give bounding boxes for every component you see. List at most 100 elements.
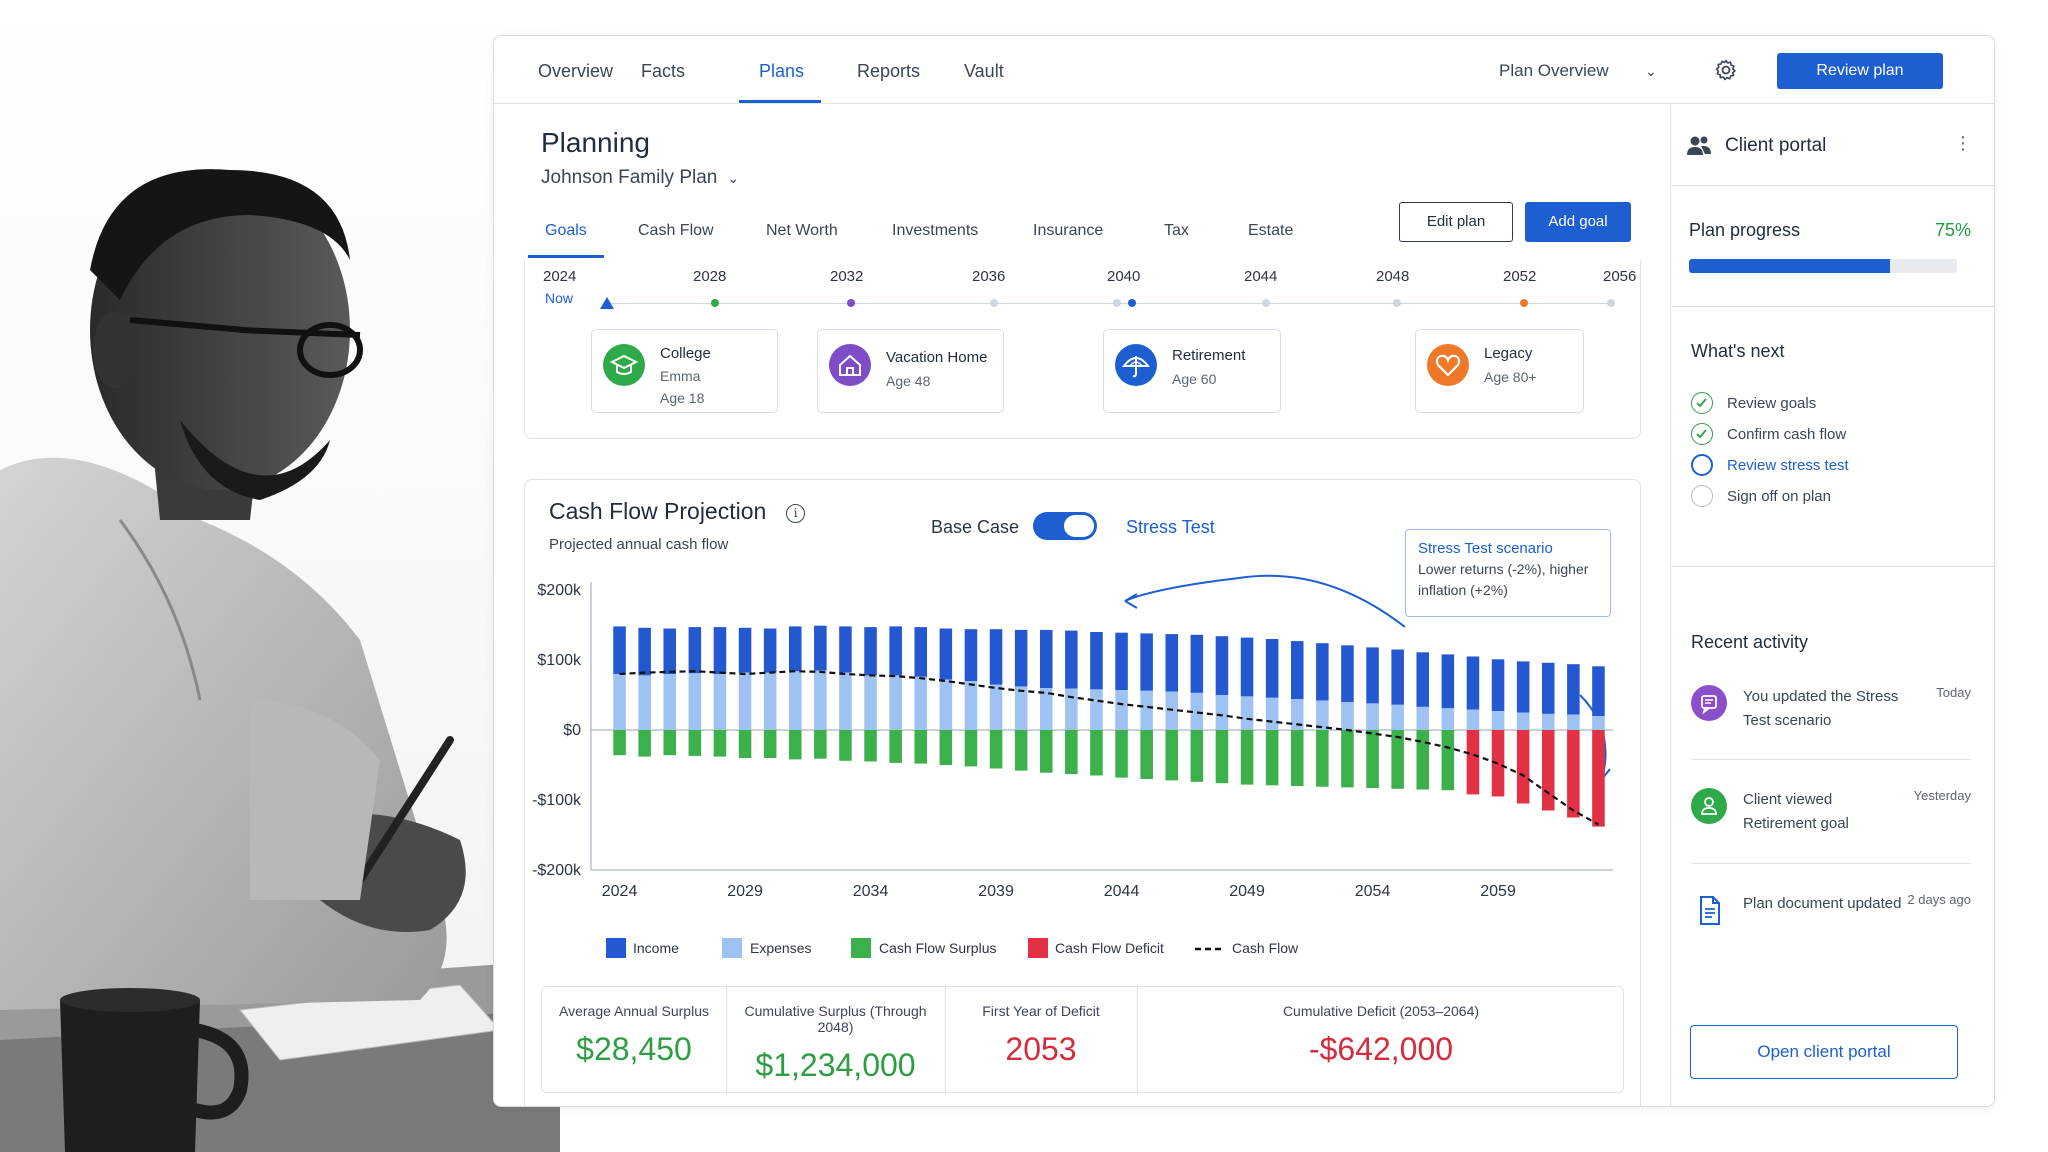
open-client-portal-button[interactable]: Open client portal bbox=[1690, 1025, 1958, 1079]
more-options-icon[interactable]: ⋮ bbox=[1954, 133, 1972, 153]
timeline-tick bbox=[1607, 299, 1615, 307]
toggle-knob bbox=[1064, 515, 1094, 537]
goal-card-retirement[interactable]: Retirement Age 60 bbox=[1103, 329, 1281, 413]
timeline-year: 2040 bbox=[1107, 268, 1141, 285]
surplus-bar bbox=[914, 730, 928, 764]
deficit-bar bbox=[1541, 730, 1555, 811]
add-goal-button[interactable]: Add goal bbox=[1525, 202, 1631, 242]
cash-flow-chart: $200k $100k $0 -$100k -$200k 2024 2029 2034 2039… bbox=[532, 574, 1613, 900]
goal-name: Legacy bbox=[1484, 345, 1533, 362]
stat-average-surplus: Average Annual Surplus $28,450 bbox=[542, 987, 726, 1094]
expenses-bar bbox=[1039, 688, 1053, 730]
legend-deficit: Cash Flow Deficit bbox=[1055, 940, 1164, 956]
surplus-bar bbox=[1341, 730, 1354, 788]
income-bar bbox=[713, 627, 727, 674]
y-tick-label: -$200k bbox=[532, 862, 582, 879]
vacation-home-marker bbox=[847, 299, 855, 307]
page-title: Planning bbox=[541, 127, 650, 158]
stat-label: Average Annual Surplus bbox=[559, 1003, 709, 1019]
edit-plan-button[interactable]: Edit plan bbox=[1399, 202, 1513, 242]
gear-icon[interactable] bbox=[1714, 58, 1738, 82]
check-circle-icon bbox=[1691, 423, 1713, 445]
graduation-cap-icon bbox=[603, 344, 645, 386]
planning-main: Planning Johnson Family Plan ⌄ Goals Cash… bbox=[494, 105, 1670, 1106]
activity-time: Yesterday bbox=[1913, 788, 1971, 803]
deficit-bar bbox=[1516, 730, 1530, 804]
legend-swatch-income bbox=[606, 938, 626, 958]
goal-card-college[interactable]: College Emma Age 18 bbox=[591, 329, 778, 413]
tab-cash-flow[interactable]: Cash Flow bbox=[638, 222, 714, 239]
tab-insurance[interactable]: Insurance bbox=[1033, 222, 1104, 239]
deficit-bar bbox=[1592, 730, 1605, 827]
info-icon[interactable]: i bbox=[786, 504, 805, 523]
stat-label: First Year of Deficit bbox=[982, 1003, 1100, 1019]
whats-next: What's next Review goals Confirm cash flo… bbox=[1671, 308, 1994, 567]
tab-goals[interactable]: Goals bbox=[545, 222, 587, 239]
expenses-bar bbox=[1516, 712, 1530, 730]
tab-estate[interactable]: Estate bbox=[1248, 222, 1294, 239]
expenses-bar bbox=[1491, 711, 1505, 730]
goal-card-vacation-home[interactable]: Vacation Home Age 48 bbox=[817, 329, 1004, 413]
goal-card-legacy[interactable]: Legacy Age 80+ bbox=[1415, 329, 1584, 413]
advisor-photo bbox=[0, 0, 560, 1152]
plan-progress: Plan progress 75% bbox=[1671, 187, 1994, 307]
divider bbox=[1137, 987, 1138, 1094]
tab-investments[interactable]: Investments bbox=[892, 222, 979, 239]
timeline-tick bbox=[990, 299, 998, 307]
surplus-bar bbox=[1441, 730, 1455, 791]
expenses-bar bbox=[1014, 686, 1028, 730]
goal-detail: Age 18 bbox=[660, 390, 705, 406]
income-bar bbox=[1039, 629, 1053, 688]
expenses-bar bbox=[1592, 716, 1605, 730]
expenses-bar bbox=[939, 679, 953, 730]
surplus-bar bbox=[989, 730, 1003, 769]
tab-tax[interactable]: Tax bbox=[1164, 222, 1189, 239]
x-tick-label: 2034 bbox=[853, 883, 889, 900]
surplus-bar bbox=[788, 730, 802, 760]
stat-value: $1,234,000 bbox=[755, 1047, 916, 1083]
income-bar bbox=[1416, 652, 1430, 707]
income-bar bbox=[1190, 634, 1204, 693]
income-bar bbox=[814, 625, 827, 671]
expenses-bar bbox=[788, 671, 802, 730]
surplus-bar bbox=[713, 730, 727, 757]
activity-time: 2 days ago bbox=[1907, 892, 1971, 907]
stat-cumulative-surplus: Cumulative Surplus (Through 2048) $1,234… bbox=[726, 987, 945, 1094]
plan-overview-dropdown[interactable]: Plan Overview ⌄ bbox=[1499, 36, 1657, 104]
stat-cumulative-deficit: Cumulative Deficit (2053–2064) -$642,000 bbox=[1137, 987, 1625, 1094]
nav-overview[interactable]: Overview bbox=[538, 61, 614, 81]
nav-facts[interactable]: Facts bbox=[641, 61, 686, 81]
stat-label: Cumulative Deficit (2053–2064) bbox=[1282, 1003, 1480, 1019]
review-plan-button[interactable]: Review plan bbox=[1777, 53, 1943, 89]
section-title: Recent activity bbox=[1691, 632, 1809, 652]
surplus-bar bbox=[1416, 730, 1430, 790]
legend-swatch-deficit bbox=[1028, 938, 1048, 958]
tab-net-worth[interactable]: Net Worth bbox=[766, 222, 838, 239]
timeline-tick bbox=[1113, 299, 1121, 307]
expenses-bar bbox=[613, 674, 626, 730]
expenses-bar bbox=[864, 675, 877, 730]
stress-test-callout: Stress Test scenario Lower returns (-2%)… bbox=[1405, 529, 1611, 617]
expenses-bar bbox=[814, 670, 827, 730]
activity-item[interactable]: Plan document updated 2 days ago bbox=[1691, 892, 1971, 952]
goal-detail: Age 80+ bbox=[1484, 369, 1537, 385]
income-bar bbox=[763, 628, 777, 673]
activity-item[interactable]: Client viewed Retirement goal Yesterday bbox=[1691, 788, 1971, 848]
plan-selector[interactable]: Johnson Family Plan ⌄ bbox=[541, 167, 739, 189]
nav-plans[interactable]: Plans bbox=[759, 61, 805, 81]
nav-reports[interactable]: Reports bbox=[857, 61, 921, 81]
home-icon bbox=[829, 344, 871, 386]
plan-name: Johnson Family Plan bbox=[541, 167, 718, 188]
surplus-bar bbox=[964, 730, 978, 767]
income-bar bbox=[688, 627, 702, 674]
nav-vault[interactable]: Vault bbox=[964, 61, 1004, 81]
income-bar bbox=[989, 629, 1003, 685]
activity-item[interactable]: You updated the Stress Test scenario Tod… bbox=[1691, 685, 1971, 745]
expenses-bar bbox=[1341, 702, 1354, 730]
surplus-bar bbox=[1290, 730, 1304, 786]
chart-subtitle: Projected annual cash flow bbox=[549, 536, 729, 553]
surplus-bar bbox=[939, 730, 953, 765]
scenario-toggle[interactable] bbox=[1033, 512, 1097, 540]
timeline-year: 2032 bbox=[830, 268, 864, 285]
next-step-label: Review goals bbox=[1727, 395, 1817, 412]
